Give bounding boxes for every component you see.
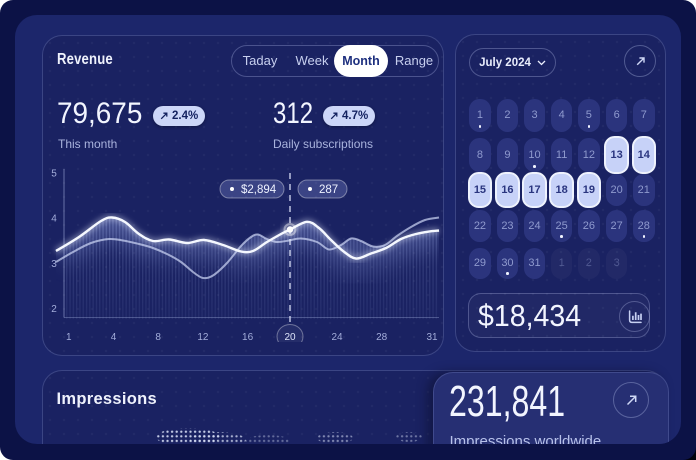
svg-text:4: 4	[51, 214, 57, 225]
svg-text:1: 1	[66, 332, 72, 342]
svg-text:16: 16	[242, 332, 254, 342]
svg-text:4: 4	[111, 332, 117, 342]
svg-text:28: 28	[376, 332, 388, 342]
svg-text:3: 3	[51, 259, 57, 270]
svg-text:12: 12	[197, 332, 209, 342]
svg-text:$2,894: $2,894	[241, 184, 277, 196]
svg-text:24: 24	[331, 332, 343, 342]
svg-text:287: 287	[319, 184, 338, 196]
svg-text:31: 31	[426, 332, 438, 342]
svg-text:20: 20	[284, 332, 296, 342]
svg-text:2: 2	[51, 304, 57, 315]
svg-text:5: 5	[51, 169, 57, 180]
svg-text:8: 8	[155, 332, 161, 342]
